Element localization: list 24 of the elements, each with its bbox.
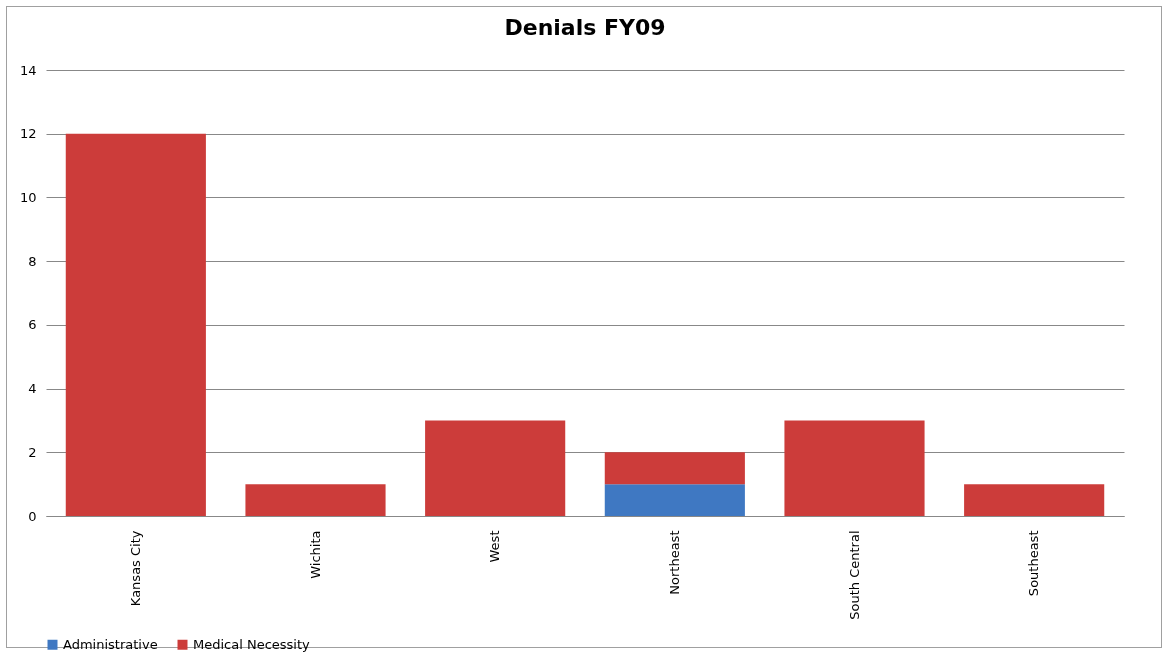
x-tick-label: Wichita	[307, 530, 323, 579]
chart-title: Denials FY09	[504, 15, 666, 40]
bar	[784, 420, 925, 516]
y-tick-label: 8	[28, 253, 37, 269]
y-tick-label: 12	[19, 126, 37, 142]
y-tick-label: 0	[28, 508, 37, 524]
y-tick-label: 6	[28, 317, 37, 333]
x-tick-label: Southeast	[1026, 530, 1042, 597]
y-tick-label: 4	[28, 381, 37, 397]
bar	[65, 133, 206, 516]
y-tick-label: 10	[19, 189, 37, 205]
bar	[604, 452, 745, 485]
legend-label: Administrative	[63, 636, 158, 652]
x-tick-label: Kansas City	[127, 530, 143, 607]
legend-label: Medical Necessity	[193, 636, 311, 652]
bar	[425, 420, 566, 516]
x-tick-label: South Central	[846, 530, 862, 620]
bar	[245, 484, 386, 516]
bar	[604, 484, 745, 516]
x-tick-label: Northeast	[666, 530, 682, 595]
bar	[964, 484, 1105, 516]
y-tick-label: 2	[28, 444, 37, 460]
y-tick-label: 14	[19, 62, 37, 78]
x-tick-label: West	[487, 530, 503, 563]
